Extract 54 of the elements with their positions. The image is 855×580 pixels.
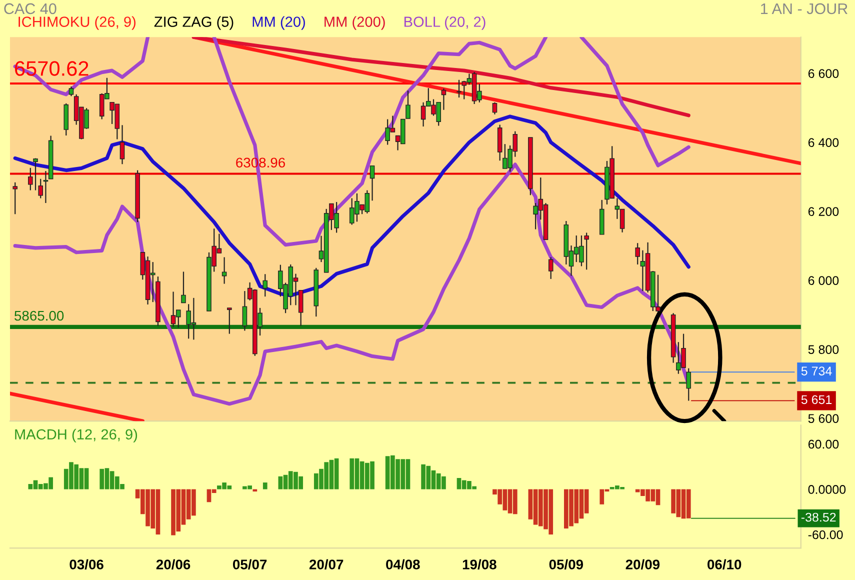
y-tick-label: 6 000 [808, 276, 839, 285]
x-tick-label: 06/10 [708, 559, 742, 570]
candlestick [548, 256, 554, 280]
chart-title: CAC 40 [4, 3, 56, 14]
candlestick [120, 124, 125, 165]
candlestick [492, 102, 498, 115]
candlestick [441, 88, 446, 110]
text: ICHIMOKU (26, 9) [18, 16, 136, 30]
y-tick-label: 6 600 [808, 69, 839, 78]
candlestick [686, 368, 692, 402]
candlestick [298, 290, 304, 326]
candlestick [242, 290, 248, 332]
y-tick-label: 5 800 [808, 345, 839, 354]
candlestick [262, 274, 268, 298]
candlestick [38, 178, 44, 199]
candlestick [227, 307, 232, 334]
y-tick-label: 6 400 [808, 138, 839, 147]
y-tick-label: -60.00 [808, 530, 843, 540]
candlestick [456, 79, 462, 98]
x-tick-label: 04/08 [386, 559, 420, 570]
y-tick-label: 0.0000 [808, 485, 846, 494]
candlestick [12, 182, 18, 215]
x-tick-label: 19/08 [462, 559, 496, 570]
candlestick [406, 90, 410, 120]
annotation: 5 651 [801, 395, 832, 404]
x-tick-label: 20/09 [626, 559, 660, 570]
y-tick-label: 5 600 [808, 414, 839, 423]
annotation: 5 734 [801, 366, 832, 376]
candlestick [584, 232, 589, 270]
text: ZIG ZAG (5) [154, 16, 234, 30]
y-tick-label: 60.00 [808, 440, 839, 449]
candlestick [635, 242, 640, 266]
x-tick-label: 05/07 [232, 559, 267, 570]
data-label: -38.52 [801, 512, 836, 522]
candlestick [370, 165, 375, 202]
chart-subtitle: 1 AN - JOUR [761, 3, 848, 14]
ref-line-label: 5865.00 [14, 310, 64, 321]
series-label: BOLL (20, 2) [404, 16, 486, 30]
x-tick-label: 20/07 [309, 559, 344, 570]
line-series [13, 114, 690, 298]
y-tick-label: 6 200 [808, 207, 839, 216]
series-label: MM (200) [324, 16, 385, 30]
line-series [192, 37, 690, 118]
candlestick [68, 86, 74, 97]
x-tick-label: 05/09 [549, 559, 584, 570]
x-tick-label: 20/06 [156, 559, 190, 570]
bar [262, 482, 268, 490]
candlestick [33, 158, 38, 191]
candlestick [222, 256, 227, 284]
candlestick [28, 167, 33, 191]
chart-title: MACDH (12, 26, 9) [15, 428, 138, 442]
candlestick [181, 271, 186, 304]
text: MM (20) [252, 16, 305, 30]
x-tick-label: 03/06 [70, 559, 104, 570]
